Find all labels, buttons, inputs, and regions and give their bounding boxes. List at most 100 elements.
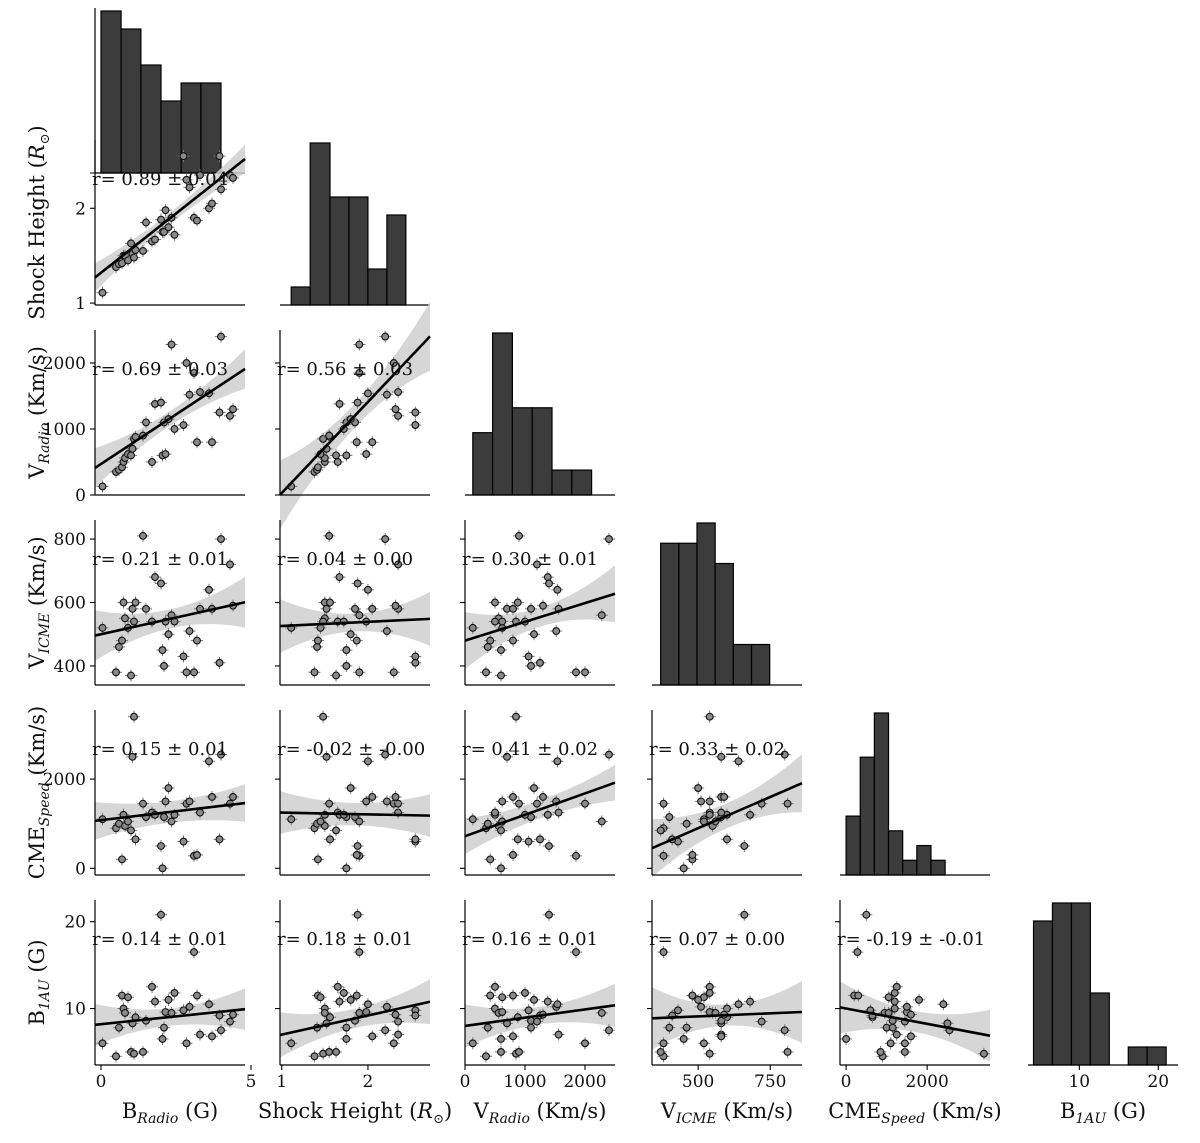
data-point [121,614,129,623]
data-point [342,1023,351,1032]
data-point [355,1008,364,1017]
data-point [780,750,789,759]
data-point [411,835,420,844]
scatter-panel-VI-vs-SH: r= 0.04 ± 0.00 [275,520,431,686]
data-point [363,389,372,398]
data-point [705,712,714,721]
data-point [313,463,322,472]
data-point [498,993,507,1002]
y-tick-label: 800 [54,530,86,550]
histogram-bar [887,830,904,876]
data-point [394,1017,403,1026]
data-point [142,218,150,227]
histogram-bar [472,432,494,496]
data-point [98,1039,107,1048]
data-point [717,808,726,817]
data-point [157,579,165,588]
data-point [527,662,535,670]
data-point [552,627,561,636]
data-point [389,668,398,677]
data-point [158,864,167,873]
data-point [780,1026,789,1035]
data-point [124,817,132,826]
data-point [509,850,517,859]
data-point [717,752,726,761]
data-point [182,359,191,367]
data-point [179,837,188,846]
data-point [320,1008,329,1017]
data-point [705,810,714,819]
x-tick-label: 0 [460,1072,471,1092]
data-point [497,826,505,835]
correlation-label: r= 0.89 ± 0.04 [92,169,228,190]
data-point [524,837,533,846]
data-point [717,1032,726,1041]
data-point [382,390,391,399]
data-point [157,842,165,850]
histogram-bar [873,712,890,876]
scatter-panel-SH-vs-B: r= 0.89 ± 0.04 1 2 [75,140,246,314]
data-point [597,1008,606,1017]
data-point [688,850,697,859]
data-point [325,531,334,540]
data-point [411,408,420,417]
data-point [217,1026,225,1035]
data-point [196,808,204,817]
data-point [906,1032,915,1041]
data-point [842,1034,851,1043]
data-point [164,784,173,792]
data-point [659,1039,668,1048]
data-point [185,183,194,192]
data-point [217,185,225,194]
data-point [486,855,495,864]
data-point [148,982,156,991]
histogram-bar [160,100,182,174]
y-tick-label: 0 [75,486,86,506]
data-point [394,799,403,808]
y-axis-label-B1: B1AU (G) [25,939,53,1025]
data-point [342,1034,351,1043]
histogram-bar [660,542,680,686]
histogram-bar [930,859,946,876]
data-point [226,560,234,569]
data-point [179,152,188,161]
data-point [554,1030,563,1039]
data-point [161,450,170,459]
data-point [389,1039,398,1048]
data-point [394,1030,403,1039]
data-point [597,611,606,620]
data-point [915,995,924,1004]
data-point [342,864,351,873]
data-point [539,601,547,610]
data-point [939,1000,948,1009]
x-tick-label: 1 [276,1072,287,1092]
y-tick-label: 20 [64,913,86,933]
histogram-bar [571,469,593,496]
data-point [333,982,342,991]
data-point [322,604,331,613]
x-tick-label: 10 [1068,1072,1090,1092]
data-point [740,910,749,919]
data-point [208,438,216,447]
data-point [515,531,523,540]
data-point [682,819,691,828]
data-point [906,1010,915,1019]
x-axis-label-VR: VRadio (Km/s) [473,1099,607,1127]
data-point [182,1039,191,1048]
x-tick-label: 500 [682,1072,714,1092]
data-point [705,1049,714,1058]
data-point [161,797,170,806]
histogram-bar [859,756,875,876]
data-point [205,1000,213,1009]
x-axis-label-VI: VICME (Km/s) [660,1099,793,1127]
data-point [355,368,364,377]
data-point [368,604,377,613]
data-point [131,835,140,844]
data-point [659,799,668,808]
data-point [389,359,398,367]
scatter-panel-CME-vs-B: r= 0.15 ± 0.01 0 2000 [43,710,246,879]
data-point [185,797,194,806]
data-point [118,855,126,864]
y-axis-label-VR: VRadio (Km/s) [25,346,53,480]
